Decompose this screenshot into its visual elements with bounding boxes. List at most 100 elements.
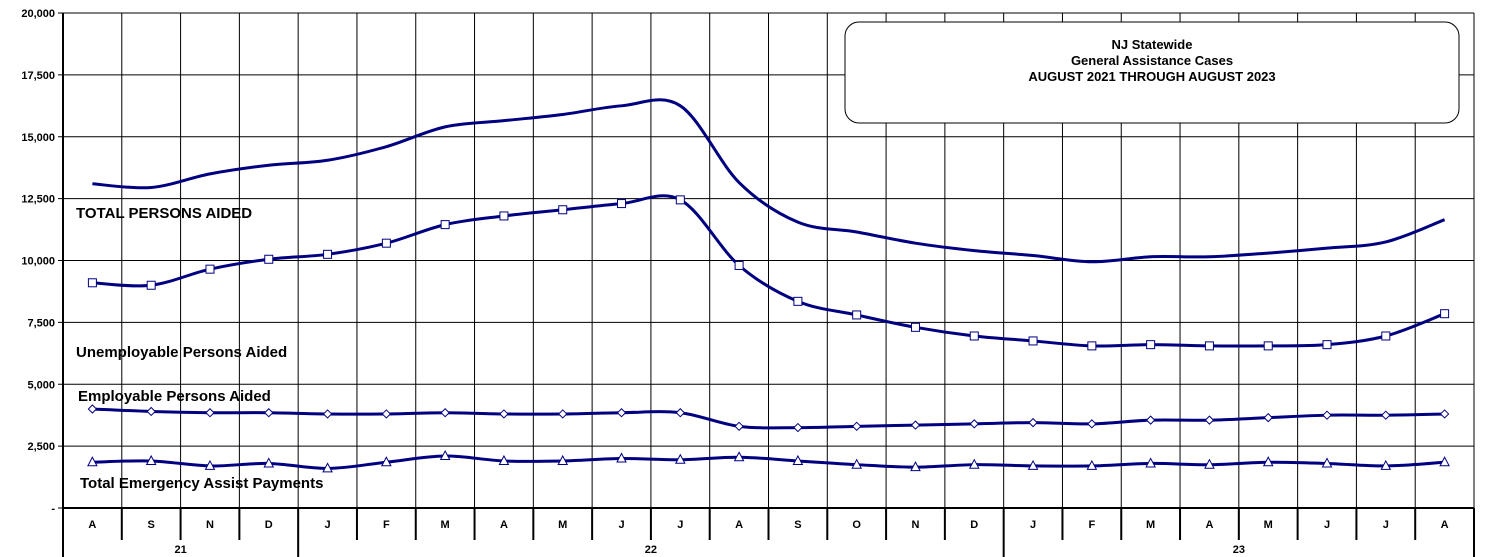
x-year-label: 23 bbox=[1233, 544, 1245, 556]
data-point-triangle bbox=[616, 452, 627, 463]
x-category-label: J bbox=[618, 519, 624, 531]
x-category-label: S bbox=[794, 519, 801, 531]
data-point-square bbox=[1146, 340, 1156, 350]
data-point-square bbox=[1087, 341, 1097, 351]
data-point-square bbox=[87, 278, 97, 288]
data-point-diamond bbox=[499, 409, 509, 419]
y-tick-label: 10,000 bbox=[21, 256, 55, 268]
x-category-label: D bbox=[970, 519, 978, 531]
series-label-total-persons-aided: TOTAL PERSONS AIDED bbox=[76, 205, 252, 222]
data-point-diamond bbox=[205, 408, 215, 418]
x-category-label: A bbox=[1205, 519, 1213, 531]
data-point-triangle bbox=[1262, 456, 1274, 467]
data-point-square bbox=[1204, 341, 1214, 351]
data-point-triangle bbox=[968, 458, 980, 469]
data-point-diamond bbox=[558, 409, 568, 419]
data-point-diamond bbox=[1322, 410, 1332, 420]
x-category-label: A bbox=[88, 519, 96, 531]
data-point-triangle bbox=[1145, 457, 1156, 468]
data-point-square bbox=[205, 264, 215, 274]
data-point-square bbox=[440, 220, 450, 230]
series-label-unemployable-persons-aided: Unemployable Persons Aided bbox=[76, 344, 287, 361]
data-point-diamond bbox=[87, 404, 98, 414]
x-category-label: A bbox=[1441, 519, 1449, 531]
y-tick-label: 20,000 bbox=[21, 8, 55, 20]
data-point-diamond bbox=[616, 408, 627, 418]
data-point-triangle bbox=[851, 458, 863, 469]
x-category-label: J bbox=[325, 519, 331, 531]
data-point-triangle bbox=[87, 456, 98, 467]
data-point-diamond bbox=[910, 420, 921, 430]
y-tick-label: 5,000 bbox=[27, 379, 55, 391]
data-point-square bbox=[852, 310, 862, 320]
x-category-label: A bbox=[500, 519, 508, 531]
data-point-diamond bbox=[1145, 415, 1156, 425]
data-point-square bbox=[1322, 340, 1332, 350]
x-category-label: J bbox=[1324, 519, 1330, 531]
data-point-diamond bbox=[734, 421, 744, 432]
x-category-label: N bbox=[206, 519, 214, 531]
data-point-diamond bbox=[851, 421, 862, 432]
data-point-triangle bbox=[145, 454, 157, 465]
data-point-square bbox=[910, 322, 920, 332]
data-point-triangle bbox=[498, 454, 510, 465]
axis-layer: - 2,500 5,000 7,500 10,000 12,500 15,000 17,500… bbox=[21, 8, 1475, 557]
data-point-triangle bbox=[1204, 458, 1215, 469]
x-category-label: J bbox=[1030, 519, 1036, 531]
data-point-square bbox=[558, 205, 568, 215]
x-year-label: 22 bbox=[645, 544, 657, 556]
data-point-triangle bbox=[1086, 459, 1098, 470]
x-category-label: J bbox=[1383, 519, 1389, 531]
label-layer: TOTAL PERSONS AIDED Unemployable Persons … bbox=[76, 205, 323, 492]
data-point-square bbox=[793, 296, 803, 306]
x-year-label: 21 bbox=[174, 544, 186, 556]
data-point-triangle bbox=[322, 462, 333, 473]
y-tick-label: 12,500 bbox=[21, 194, 55, 206]
y-tick-label: 15,000 bbox=[21, 132, 55, 144]
series-label-total-emergency-assist-payments: Total Emergency Assist Payments bbox=[80, 475, 323, 492]
y-tick-label: 7,500 bbox=[27, 317, 55, 329]
data-point-square bbox=[617, 199, 627, 209]
data-point-triangle bbox=[1439, 456, 1450, 467]
data-point-square bbox=[264, 254, 274, 264]
x-category-label: S bbox=[148, 519, 155, 531]
data-point-diamond bbox=[1087, 419, 1097, 429]
data-point-triangle bbox=[674, 453, 686, 464]
data-point-triangle bbox=[263, 457, 275, 468]
y-tick-label: 17,500 bbox=[21, 70, 55, 82]
data-point-diamond bbox=[1439, 409, 1450, 419]
data-point-square bbox=[675, 195, 685, 205]
data-point-triangle bbox=[1380, 459, 1392, 470]
data-point-triangle bbox=[910, 461, 921, 472]
chart-title-line: General Assistance Cases bbox=[1071, 53, 1233, 68]
series-line-employable-persons-aided bbox=[92, 407, 1445, 430]
x-category-label: N bbox=[912, 519, 920, 531]
chart-title-line: NJ Statewide bbox=[1112, 37, 1193, 52]
series-label-employable-persons-aided: Employable Persons Aided bbox=[78, 388, 271, 405]
data-point-square bbox=[1440, 309, 1450, 319]
data-point-triangle bbox=[439, 449, 451, 461]
y-tick-label: - bbox=[51, 503, 55, 515]
x-category-label: F bbox=[1088, 519, 1095, 531]
data-point-diamond bbox=[793, 422, 803, 433]
x-category-label: M bbox=[1264, 519, 1273, 531]
data-point-diamond bbox=[381, 409, 392, 419]
data-point-diamond bbox=[1204, 415, 1215, 425]
data-point-square bbox=[969, 331, 979, 341]
x-category-label: F bbox=[383, 519, 390, 531]
data-point-diamond bbox=[322, 409, 333, 419]
data-point-diamond bbox=[969, 419, 979, 429]
x-category-label: M bbox=[441, 519, 450, 531]
data-point-diamond bbox=[1381, 410, 1391, 420]
x-category-label: J bbox=[677, 519, 683, 531]
data-point-square bbox=[734, 260, 744, 270]
data-point-triangle bbox=[1321, 457, 1333, 468]
series-line-total-persons-aided bbox=[92, 98, 1446, 264]
x-category-label: M bbox=[558, 519, 567, 531]
data-point-square bbox=[381, 238, 391, 248]
series-line-total-emergency-assist-payments bbox=[92, 454, 1445, 470]
data-point-triangle bbox=[557, 454, 569, 465]
x-category-label: O bbox=[852, 519, 861, 531]
